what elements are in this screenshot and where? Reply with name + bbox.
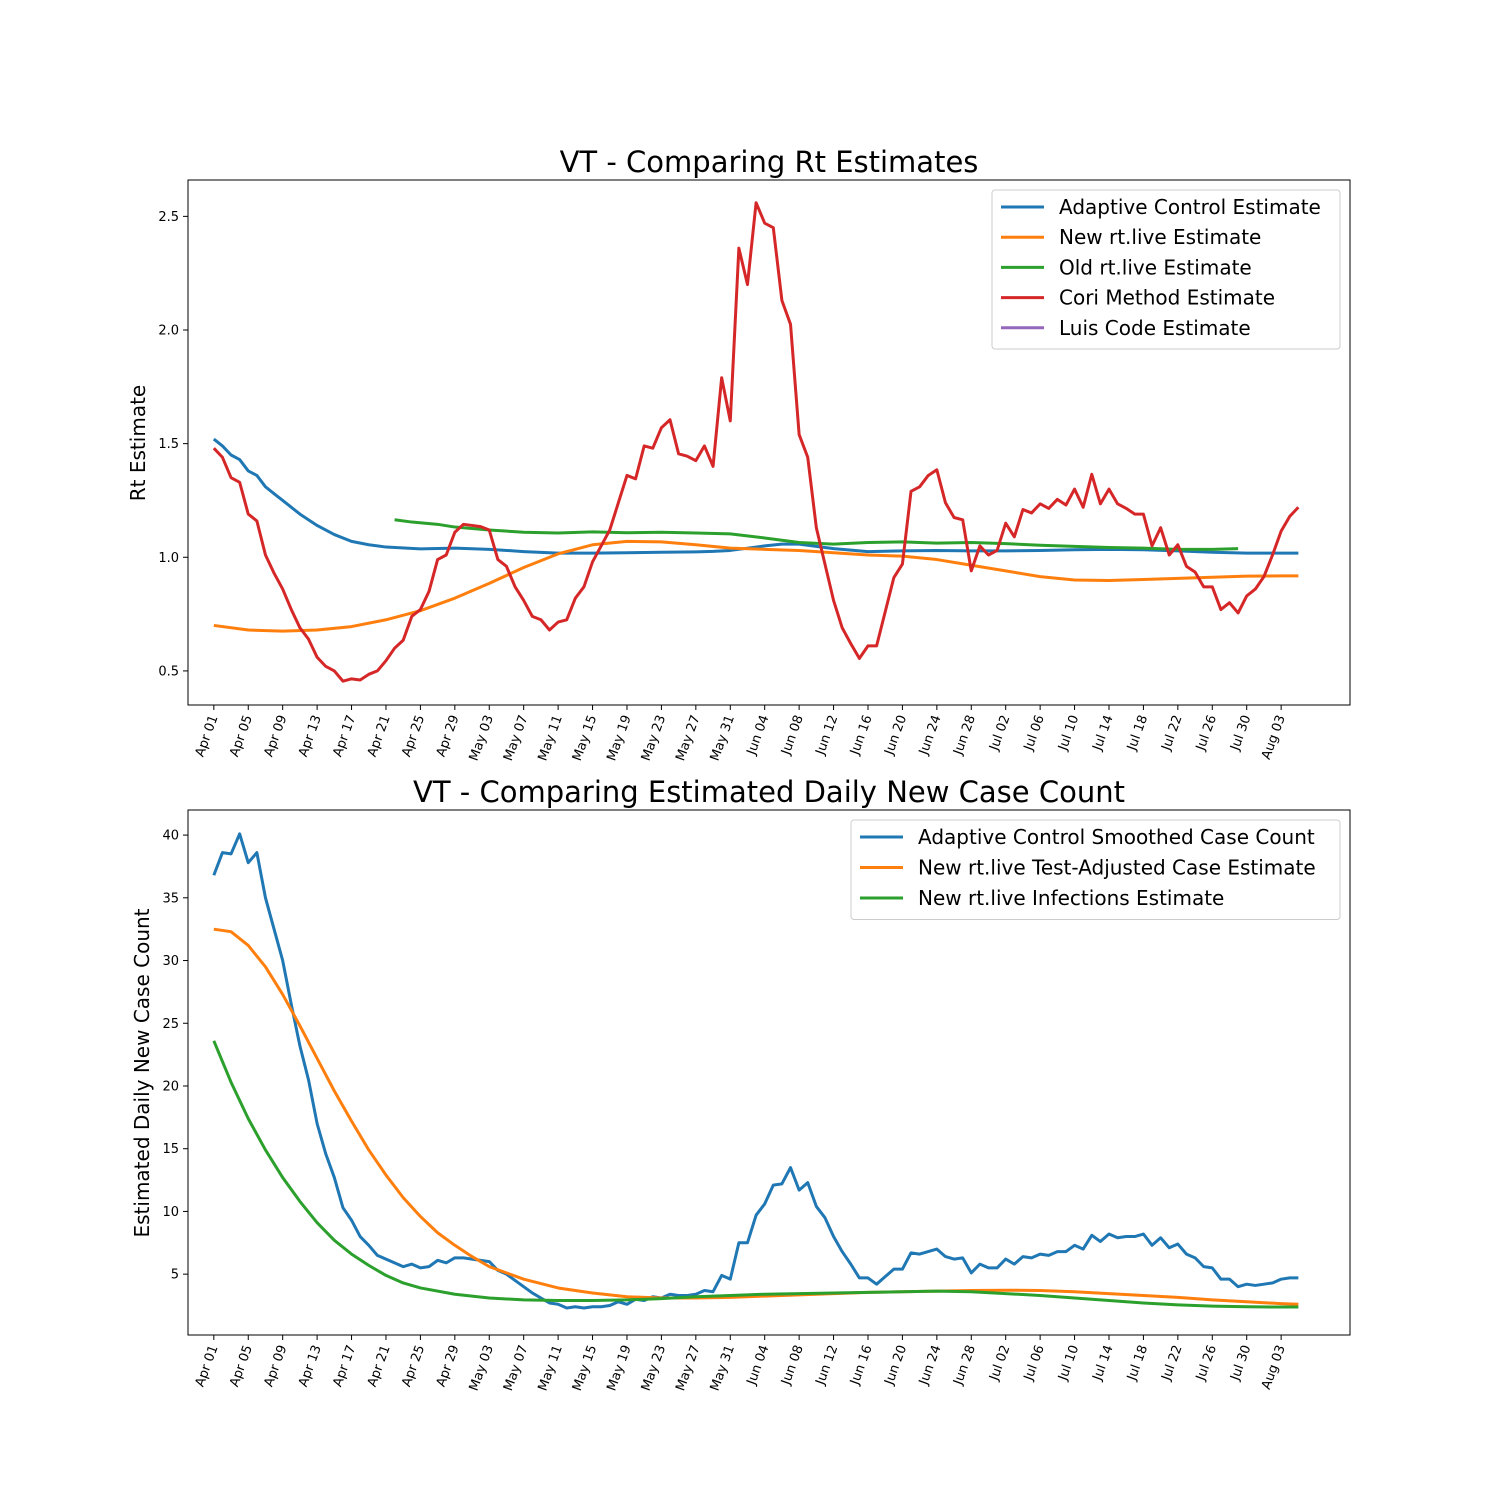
y-tick-label: 1.5 (158, 437, 179, 452)
legend-frame (850, 819, 1341, 920)
series-line-1 (212, 832, 1299, 1310)
legend-label: Old rt.live Estimate (1059, 255, 1252, 279)
legend-label: New rt.live Estimate (1059, 225, 1261, 249)
y-tick-label: 2.0 (158, 324, 179, 339)
y-tick-label: 35 (162, 891, 179, 906)
y-tick-label: 40 (162, 829, 179, 844)
legend: Adaptive Control Estimate New rt.live Est… (991, 189, 1341, 350)
legend-label: New rt.live Test-Adjusted Case Estimate (918, 856, 1316, 880)
legend: Adaptive Control Smoothed Case Count New … (850, 819, 1341, 920)
plot-area (212, 832, 1299, 1310)
legend-label: Cori Method Estimate (1059, 286, 1275, 310)
chart-title: VT - Comparing Rt Estimates (560, 145, 979, 179)
series-line-4 (212, 201, 1300, 683)
y-axis: 5 10 15 20 25 30 35 40 (162, 829, 188, 1283)
y-tick-label: 30 (162, 954, 179, 969)
legend-label: New rt.live Infections Estimate (918, 886, 1224, 910)
y-tick-label: 10 (162, 1205, 179, 1220)
y-tick-label: 0.5 (158, 664, 179, 679)
y-axis-label: Estimated Daily New Case Count (130, 908, 154, 1237)
y-tick-label: 5 (171, 1268, 179, 1283)
plot-area (212, 201, 1300, 683)
y-axis: 0.5 1.0 1.5 2.0 2.5 (158, 210, 188, 679)
legend-label: Adaptive Control Estimate (1059, 195, 1321, 219)
series-line-3 (394, 518, 1239, 551)
series-line-2 (213, 539, 1299, 633)
legend-label: Luis Code Estimate (1059, 316, 1251, 340)
series-line-1 (212, 437, 1299, 555)
series-line-3 (212, 1040, 1299, 1309)
y-tick-label: 20 (162, 1079, 179, 1094)
y-tick-label: 15 (162, 1142, 179, 1157)
legend-label: Adaptive Control Smoothed Case Count (918, 825, 1315, 849)
plot-frame (187, 809, 1351, 1336)
legend-frame (991, 189, 1341, 350)
y-tick-label: 2.5 (158, 210, 179, 225)
chart-title: VT - Comparing Estimated Daily New Case … (413, 775, 1125, 809)
series-line-2 (213, 927, 1299, 1306)
plot-frame (187, 179, 1351, 706)
y-axis-label: Rt Estimate (126, 385, 150, 501)
y-tick-label: 1.0 (158, 551, 179, 566)
y-tick-label: 25 (162, 1017, 179, 1032)
